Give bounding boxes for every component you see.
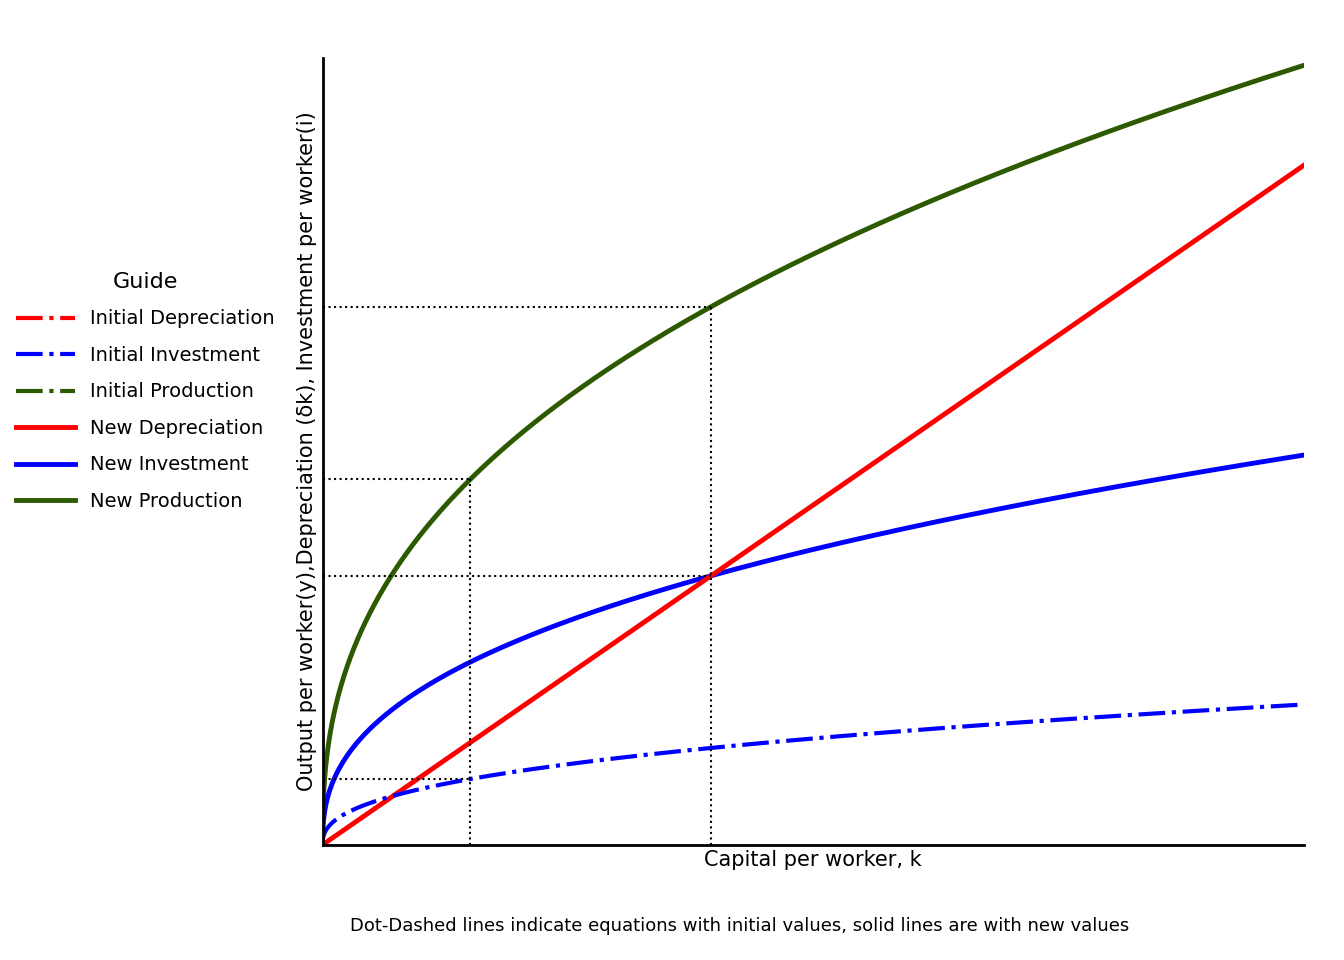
Y-axis label: Output per worker(y),Depreciation (δk), Investment per worker(i): Output per worker(y),Depreciation (δk), … — [297, 111, 317, 791]
Legend: Initial Depreciation, Initial Investment, Initial Production, New Depreciation, : Initial Depreciation, Initial Investment… — [8, 264, 282, 518]
X-axis label: Capital per worker, k: Capital per worker, k — [704, 851, 922, 871]
Text: Dot-Dashed lines indicate equations with initial values, solid lines are with ne: Dot-Dashed lines indicate equations with… — [349, 917, 1129, 935]
